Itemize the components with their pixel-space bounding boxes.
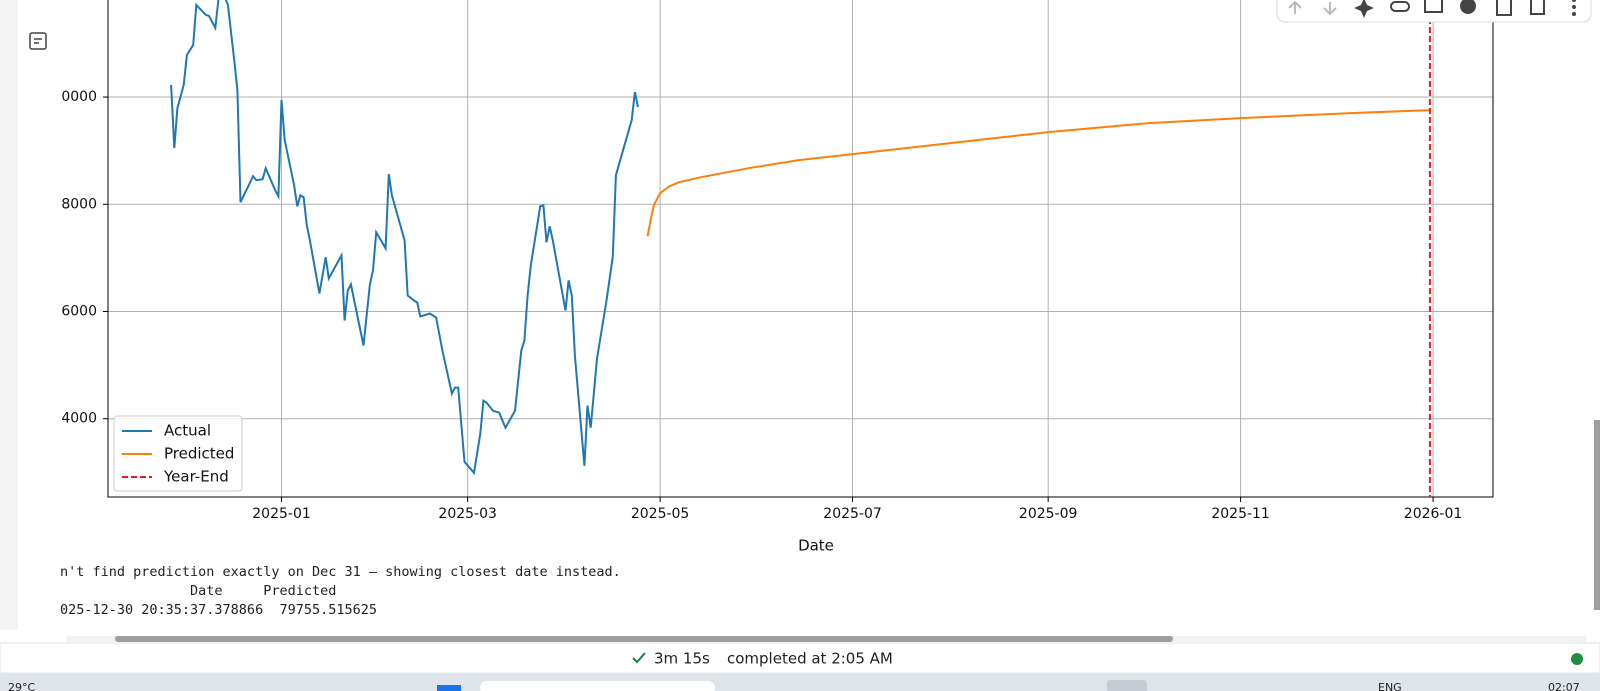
status-bar (0, 642, 1600, 674)
x-tick-label: 2025-09 (1019, 506, 1078, 522)
series-line (646, 109, 1430, 237)
v-scroll-thumb[interactable] (1594, 420, 1600, 610)
y-tick-label: 6000 (61, 303, 97, 319)
h-scroll-thumb[interactable] (115, 636, 1173, 642)
link-button[interactable] (1390, 1, 1410, 12)
settings-button[interactable] (1460, 0, 1476, 14)
taskbar-start[interactable] (437, 685, 461, 691)
x-axis-label: Date (798, 537, 834, 555)
delete-button[interactable] (1530, 0, 1545, 15)
output-line: 025-12-30 20:35:37.378866 79755.515625 (60, 602, 377, 618)
move-up-button[interactable] (1288, 0, 1302, 14)
x-tick-label: 2025-05 (631, 506, 690, 522)
legend-label: Year-End (163, 468, 229, 486)
status-check (632, 652, 646, 664)
toolbar-bg (1276, 0, 1592, 23)
cell-toolbar (1276, 0, 1592, 23)
taskbar-time: 02:07 (1548, 681, 1580, 691)
legend-box (113, 415, 243, 492)
legend-label: Actual (164, 422, 211, 440)
series-line (170, 0, 639, 476)
y-tick-label: 4000 (61, 411, 97, 427)
taskbar-search[interactable] (480, 681, 715, 691)
output-line: Date Predicted (60, 583, 337, 599)
taskbar-app[interactable] (1107, 680, 1147, 691)
x-tick-label: 2025-11 (1211, 506, 1270, 522)
runtime-indicator[interactable] (1571, 653, 1583, 665)
status-duration: 3m 15s (654, 650, 710, 668)
x-tick-label: 2025-01 (252, 506, 311, 522)
left-gutter (0, 0, 18, 630)
gemini-button[interactable] (1354, 0, 1374, 18)
taskbar (0, 673, 1600, 691)
x-tick-label: 2026-01 (1404, 506, 1463, 522)
output-toggle-icon[interactable] (29, 32, 47, 50)
plot-frame (107, 0, 1494, 498)
comment-button[interactable] (1424, 0, 1443, 13)
mirror-button[interactable] (1496, 0, 1512, 16)
taskbar-language: ENG (1378, 681, 1402, 691)
x-tick-label: 2025-03 (438, 506, 497, 522)
legend-label: Predicted (164, 445, 234, 463)
y-tick-label: 0000 (61, 89, 97, 105)
more-button[interactable] (1572, 0, 1576, 16)
taskbar-weather: 29°C (8, 681, 35, 691)
move-down-button[interactable] (1323, 2, 1337, 16)
x-tick-label: 2025-07 (823, 506, 882, 522)
status-completed: completed at 2:05 AM (727, 650, 893, 668)
output-line: n't find prediction exactly on Dec 31 — … (60, 564, 621, 580)
y-tick-label: 8000 (61, 196, 97, 212)
